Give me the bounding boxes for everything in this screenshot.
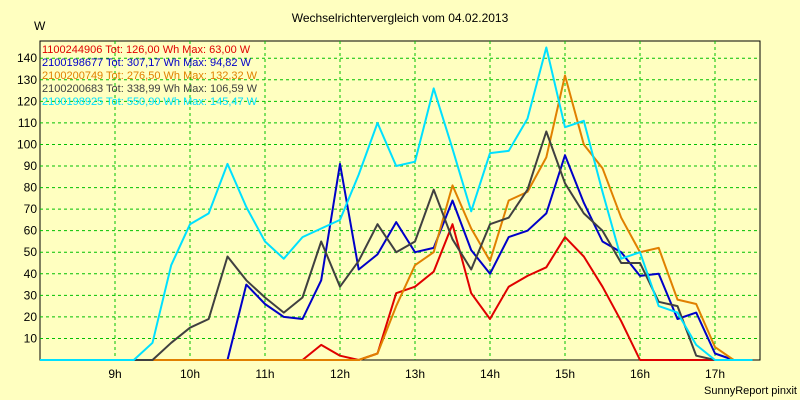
y-tick-label: 40 [24,267,38,281]
y-tick-label: 100 [17,137,37,151]
y-tick-label: 20 [24,310,38,324]
y-tick-label: 10 [24,331,38,345]
x-tick-label: 17h [705,367,725,381]
y-tick-label: 30 [24,288,38,302]
plot-area: 10 20 30 40 50 60 70 80 90 100 110 120 130 140 9h 10h 11… [17,40,761,381]
y-tick-label: 120 [17,94,37,108]
x-tick-label: 10h [180,367,200,381]
y-tick-label: 130 [17,73,37,87]
legend-entry-3: 2100200749 Tot: 276,50 Wh Max: 132,32 W [42,70,258,82]
x-tick-label: 12h [330,367,350,381]
x-tick-label: 16h [630,367,650,381]
legend-entry-5: 2100198925 Tot: 550,90 Wh Max: 145,47 W [42,96,258,108]
chart-title: Wechselrichtervergleich vom 04.02.2013 [292,11,509,25]
y-tick-label: 60 [24,224,38,238]
x-tick-label: 14h [480,367,500,381]
x-tick-label: 11h [255,367,274,381]
legend-entry-2: 2100198677 Tot: 307,17 Wh Max: 94,82 W [42,57,252,69]
legend-entry-4: 2100200683 Tot: 338,99 Wh Max: 106,59 W [42,83,258,95]
y-tick-label: 90 [24,159,38,173]
footer-credit: SunnyReport pinxit [704,385,797,397]
y-tick-label: 80 [24,181,38,195]
y-tick-label: 70 [24,202,38,216]
y-tick-label: 50 [24,245,38,259]
x-tick-label: 15h [555,367,575,381]
series-line-3 [40,74,753,361]
y-tick-label: 140 [17,51,37,65]
y-axis-unit-label: W [34,19,46,33]
legend-entry-1: 1100244906 Tot: 126,00 Wh Max: 63,00 W [42,44,251,56]
series-line-5 [40,46,753,361]
x-tick-label: 9h [108,367,121,381]
y-tick-label: 110 [18,116,37,130]
x-tick-label: 13h [405,367,425,381]
series-line-4 [40,130,753,361]
